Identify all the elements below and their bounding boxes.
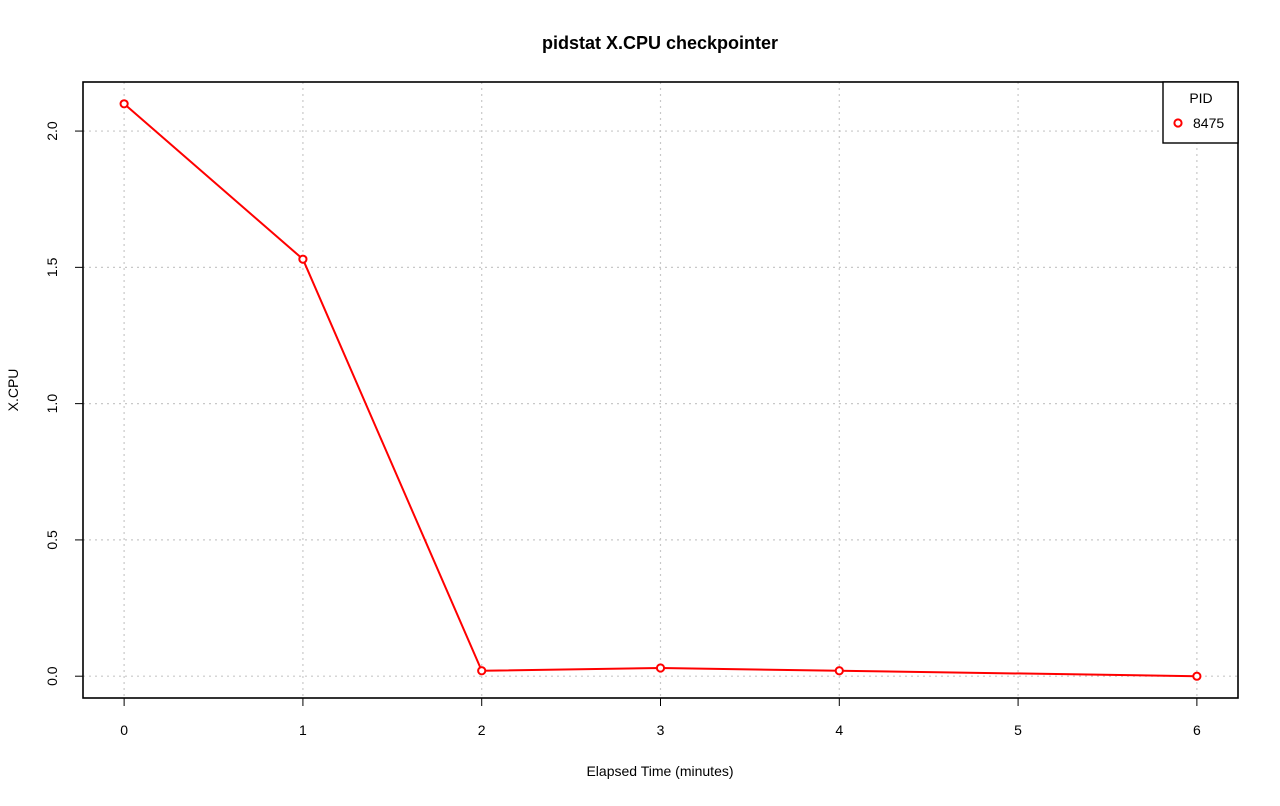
chart-title: pidstat X.CPU checkpointer (542, 33, 778, 53)
data-point (298, 254, 308, 264)
x-axis-label: Elapsed Time (minutes) (586, 763, 733, 779)
series-line-8475 (123, 103, 1197, 678)
grid-layer (83, 82, 1238, 698)
legend-title: PID (1189, 90, 1212, 106)
y-tick-label: 1.5 (44, 257, 60, 277)
legend: PID 8475 (1162, 81, 1239, 144)
x-tick-label: 6 (1193, 722, 1201, 738)
y-tick-label: 0.0 (44, 666, 60, 686)
x-tick-label: 4 (835, 722, 843, 738)
legend-box (1162, 81, 1239, 144)
data-point (655, 663, 666, 673)
legend-entry-8475: 8475 (1193, 115, 1224, 131)
x-tick-label: 2 (478, 722, 486, 738)
legend-marker-8475 (1173, 118, 1183, 128)
y-tick-label: 0.5 (44, 530, 60, 550)
y-tick-label: 2.0 (44, 121, 60, 141)
y-axis-label: X.CPU (5, 369, 21, 412)
x-tick-label: 0 (120, 722, 128, 738)
x-tick-label: 5 (1014, 722, 1022, 738)
x-tick-label: 3 (657, 722, 665, 738)
x-tick-label: 1 (299, 722, 307, 738)
data-point (119, 99, 129, 109)
series-layer (119, 99, 1202, 681)
y-tick-label: 1.0 (44, 394, 60, 414)
tick-layer: 0 1 2 3 4 5 6 0.0 0.5 1.0 1.5 2.0 (44, 121, 1201, 738)
data-point (477, 666, 487, 676)
data-point (1192, 671, 1202, 681)
data-point (834, 666, 844, 676)
